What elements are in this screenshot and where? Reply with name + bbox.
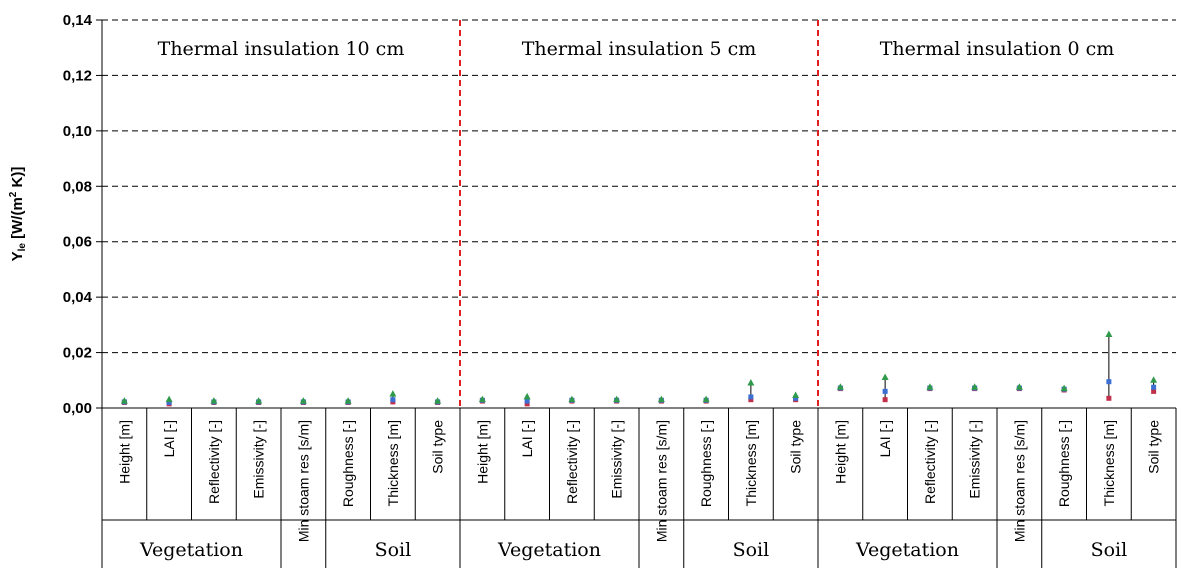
x-tick-label: Emissivity [-] xyxy=(251,420,267,499)
max-marker xyxy=(568,395,576,403)
max-marker xyxy=(613,395,621,403)
max-marker xyxy=(657,395,665,403)
max-marker xyxy=(881,373,889,381)
x-tick-label: Reflectivity [-] xyxy=(922,420,938,504)
mid-marker xyxy=(1106,379,1112,385)
y-tick-label: 0,02 xyxy=(63,345,92,362)
x-tick-label: Reflectivity [-] xyxy=(564,420,580,504)
group-label-soil: Soil xyxy=(733,539,770,561)
max-marker xyxy=(344,397,352,404)
x-tick-label: Min stoam res [s/m] xyxy=(653,420,669,542)
max-marker xyxy=(836,383,844,390)
max-marker xyxy=(165,395,173,403)
group-label-soil: Soil xyxy=(375,539,412,561)
mid-marker xyxy=(882,388,888,394)
max-marker xyxy=(1060,384,1068,392)
max-marker xyxy=(747,379,755,386)
y-tick-label: 0,08 xyxy=(63,178,92,195)
mid-marker xyxy=(1151,384,1157,390)
max-marker xyxy=(792,391,800,399)
max-marker xyxy=(210,397,218,404)
x-tick-labels: Height [m] LAI [-] Reflectivity [-] Emissiv… xyxy=(116,420,1161,561)
x-tick-label: Roughness [-] xyxy=(1056,420,1072,507)
x-tick-label: LAI [-] xyxy=(161,420,177,457)
y-axis-title: Yle [W/(m2 K)] xyxy=(8,167,28,262)
min-marker xyxy=(882,397,888,403)
mid-marker xyxy=(390,397,396,403)
max-marker xyxy=(1150,376,1158,383)
min-marker xyxy=(1106,395,1112,401)
section-title: Thermal insulation 0 cm xyxy=(880,38,1115,60)
y-axis-title-subscript: le xyxy=(17,243,28,252)
x-tick-label: Height [m] xyxy=(116,420,132,484)
y-axis-title-rest: [W/(m xyxy=(9,197,26,243)
x-tick-label: Thickness [m] xyxy=(1101,420,1117,506)
x-tick-label: Soil type xyxy=(788,420,804,474)
x-tick-label: Height [m] xyxy=(474,420,490,484)
section-dividers: Thermal insulation 10 cm Thermal insulati… xyxy=(158,20,1115,408)
max-marker xyxy=(255,397,263,404)
max-marker xyxy=(389,390,397,397)
y-axis-title-end: K)] xyxy=(9,167,26,192)
y-tick-label: 0,04 xyxy=(63,289,93,306)
x-tick-label: Roughness [-] xyxy=(698,420,714,507)
min-marker xyxy=(524,401,530,407)
y-tick-label: 0,12 xyxy=(63,67,92,84)
group-label-vegetation: Vegetation xyxy=(855,539,959,561)
max-marker xyxy=(523,392,531,400)
y-tick-label: 0,10 xyxy=(63,123,92,140)
max-marker xyxy=(971,383,979,390)
data-marks xyxy=(120,330,1158,407)
x-tick-label: LAI [-] xyxy=(519,420,535,457)
x-tick-label: Emissivity [-] xyxy=(967,420,983,499)
mid-marker xyxy=(793,395,799,401)
x-tick-label: Height [m] xyxy=(832,420,848,484)
group-label-soil: Soil xyxy=(1091,539,1128,561)
max-marker xyxy=(299,397,307,404)
x-tick-label: Roughness [-] xyxy=(340,420,356,507)
axes: 0,00 0,02 0,04 0,06 0,08 0,10 0,12 0,14 xyxy=(63,12,1177,568)
min-marker xyxy=(1151,388,1157,394)
max-marker xyxy=(1015,383,1023,390)
max-marker xyxy=(702,395,710,403)
min-marker xyxy=(748,397,754,403)
max-marker xyxy=(926,383,934,390)
y-tick-label: 0,06 xyxy=(63,234,92,251)
max-marker xyxy=(434,397,442,404)
x-tick-label: Soil type xyxy=(1146,420,1162,474)
mid-marker xyxy=(748,394,754,400)
mid-marker xyxy=(524,398,530,404)
max-marker xyxy=(120,397,128,404)
group-label-vegetation: Vegetation xyxy=(497,539,601,561)
y-tick-label: 0,00 xyxy=(63,400,92,417)
max-marker xyxy=(1105,330,1113,338)
x-tick-label: Thickness [m] xyxy=(385,420,401,506)
section-title: Thermal insulation 10 cm xyxy=(158,38,405,60)
x-tick-label: Min stoam res [s/m] xyxy=(1011,420,1027,542)
x-tick-label: Thickness [m] xyxy=(743,420,759,506)
x-tick-label: Emissivity [-] xyxy=(609,420,625,499)
x-tick-label: LAI [-] xyxy=(877,420,893,457)
mid-marker xyxy=(166,399,172,405)
y-axis-title-main: Y xyxy=(9,251,26,261)
x-tick-label: Min stoam res [s/m] xyxy=(295,420,311,542)
max-marker xyxy=(478,395,486,403)
y-axis-title-superscript: 2 xyxy=(8,191,19,197)
x-tick-label: Soil type xyxy=(430,420,446,474)
x-tick-label: Reflectivity [-] xyxy=(206,420,222,504)
y-tick-label: 0,14 xyxy=(63,12,93,29)
section-title: Thermal insulation 5 cm xyxy=(522,38,757,60)
group-label-vegetation: Vegetation xyxy=(139,539,243,561)
grid-lines xyxy=(102,19,1176,354)
